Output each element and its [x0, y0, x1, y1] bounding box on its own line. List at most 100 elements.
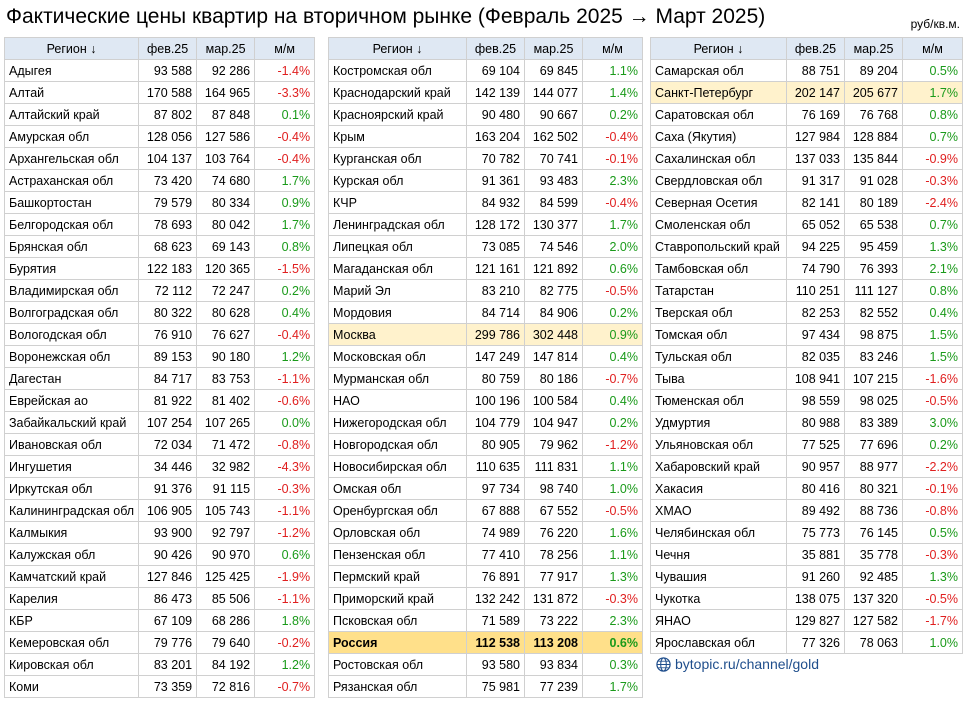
mar-cell: 137 320 [844, 587, 903, 610]
region-cell: Чечня [650, 543, 787, 566]
mar-cell: 105 743 [196, 499, 256, 522]
feb-cell: 84 932 [466, 191, 525, 214]
mar-cell: 80 334 [196, 191, 256, 214]
region-cell: Иркутская обл [3, 477, 140, 500]
header-feb[interactable]: фев.25 [466, 37, 525, 60]
table-row: Алтай 170 588 164 965 -3.3% [3, 81, 316, 104]
table-row: Магаданская обл 121 161 121 892 0.6% [328, 257, 643, 280]
header-feb[interactable]: фев.25 [786, 37, 845, 60]
mar-cell: 79 640 [196, 631, 256, 654]
header-feb[interactable]: фев.25 [138, 37, 198, 60]
region-cell: Удмуртия [650, 411, 787, 434]
mar-cell: 84 599 [524, 191, 583, 214]
region-cell: Нижегородская обл [328, 411, 467, 434]
region-cell: Томская обл [650, 323, 787, 346]
table-row: Воронежская обл 89 153 90 180 1.2% [3, 345, 316, 368]
change-cell: 2.1% [902, 257, 963, 280]
region-cell: Калужская обл [3, 543, 140, 566]
change-cell: 1.1% [582, 543, 643, 566]
change-cell: -1.5% [254, 257, 316, 280]
table-row: Мордовия 84 714 84 906 0.2% [328, 301, 643, 324]
feb-cell: 80 905 [466, 433, 525, 456]
region-cell: Россия [328, 631, 467, 654]
mar-cell: 95 459 [844, 235, 903, 258]
change-cell: -0.6% [254, 389, 316, 412]
feb-cell: 82 141 [786, 191, 845, 214]
change-cell: -0.3% [582, 587, 643, 610]
header-mar[interactable]: мар.25 [196, 37, 256, 60]
change-cell: 0.9% [582, 323, 643, 346]
mar-cell: 98 740 [524, 477, 583, 500]
table-row: Брянская обл 68 623 69 143 0.8% [3, 235, 316, 258]
region-cell: Башкортостан [3, 191, 140, 214]
feb-cell: 79 776 [138, 631, 198, 654]
table-row: Иркутская обл 91 376 91 115 -0.3% [3, 477, 316, 500]
change-cell: -0.1% [582, 147, 643, 170]
region-cell: Мурманская обл [328, 367, 467, 390]
mar-cell: 80 628 [196, 301, 256, 324]
footer-link[interactable]: bytopic.ru/channel/gold [656, 656, 819, 675]
mar-cell: 93 834 [524, 653, 583, 676]
table-row: Костромская обл 69 104 69 845 1.1% [328, 59, 643, 82]
region-cell: Курская обл [328, 169, 467, 192]
mar-cell: 125 425 [196, 565, 256, 588]
table-row: Забайкальский край 107 254 107 265 0.0% [3, 411, 316, 434]
region-cell: Красноярский край [328, 103, 467, 126]
change-cell: 1.0% [902, 631, 963, 654]
header-mm[interactable]: м/м [582, 37, 643, 60]
change-cell: 0.1% [254, 103, 316, 126]
mar-cell: 76 768 [844, 103, 903, 126]
mar-cell: 74 680 [196, 169, 256, 192]
header-region[interactable]: Регион ↓ [3, 37, 140, 60]
table-row: Астраханская обл 73 420 74 680 1.7% [3, 169, 316, 192]
table-row: ХМАО 89 492 88 736 -0.8% [650, 499, 963, 522]
mar-cell: 80 042 [196, 213, 256, 236]
mar-cell: 107 215 [844, 367, 903, 390]
region-cell: Ростовская обл [328, 653, 467, 676]
feb-cell: 163 204 [466, 125, 525, 148]
change-cell: -0.4% [582, 125, 643, 148]
mar-cell: 69 845 [524, 59, 583, 82]
table-row: Ярославская обл 77 326 78 063 1.0% [650, 631, 963, 654]
feb-cell: 97 734 [466, 477, 525, 500]
feb-cell: 80 759 [466, 367, 525, 390]
region-cell: Алтай [3, 81, 140, 104]
change-cell: 0.4% [582, 345, 643, 368]
feb-cell: 170 588 [138, 81, 198, 104]
feb-cell: 122 183 [138, 257, 198, 280]
feb-cell: 87 802 [138, 103, 198, 126]
table-row: Дагестан 84 717 83 753 -1.1% [3, 367, 316, 390]
header-region[interactable]: Регион ↓ [650, 37, 787, 60]
region-cell: Камчатский край [3, 565, 140, 588]
table-row: Ставропольский край 94 225 95 459 1.3% [650, 235, 963, 258]
table-row: Белгородская обл 78 693 80 042 1.7% [3, 213, 316, 236]
header-mar[interactable]: мар.25 [844, 37, 903, 60]
mar-cell: 77 239 [524, 675, 583, 698]
feb-cell: 68 623 [138, 235, 198, 258]
header-region[interactable]: Регион ↓ [328, 37, 467, 60]
change-cell: -0.4% [582, 191, 643, 214]
change-cell: 0.6% [254, 543, 316, 566]
footer-link-text: bytopic.ru/channel/gold [675, 656, 819, 672]
mar-cell: 111 127 [844, 279, 903, 302]
header-mar[interactable]: мар.25 [524, 37, 583, 60]
feb-cell: 104 137 [138, 147, 198, 170]
mar-cell: 65 538 [844, 213, 903, 236]
region-cell: Ингушетия [3, 455, 140, 478]
table-row: Башкортостан 79 579 80 334 0.9% [3, 191, 316, 214]
change-cell: 2.3% [582, 609, 643, 632]
change-cell: 1.0% [582, 477, 643, 500]
table-row: Коми 73 359 72 816 -0.7% [3, 675, 316, 698]
table-row: КБР 67 109 68 286 1.8% [3, 609, 316, 632]
feb-cell: 89 492 [786, 499, 845, 522]
feb-cell: 147 249 [466, 345, 525, 368]
change-cell: -1.1% [254, 499, 316, 522]
region-cell: Смоленская обл [650, 213, 787, 236]
feb-cell: 77 410 [466, 543, 525, 566]
header-mm[interactable]: м/м [254, 37, 316, 60]
table-row: Оренбургская обл 67 888 67 552 -0.5% [328, 499, 643, 522]
feb-cell: 75 981 [466, 675, 525, 698]
header-mm[interactable]: м/м [902, 37, 963, 60]
region-cell: Адыгея [3, 59, 140, 82]
change-cell: 1.7% [902, 81, 963, 104]
